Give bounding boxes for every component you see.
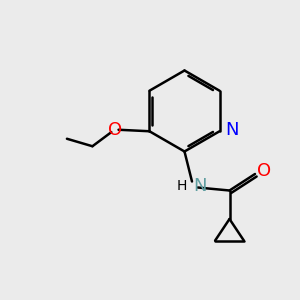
Text: O: O xyxy=(257,162,272,180)
Text: N: N xyxy=(225,121,238,139)
Text: N: N xyxy=(194,177,207,195)
Text: H: H xyxy=(176,179,187,193)
Text: O: O xyxy=(108,121,122,139)
